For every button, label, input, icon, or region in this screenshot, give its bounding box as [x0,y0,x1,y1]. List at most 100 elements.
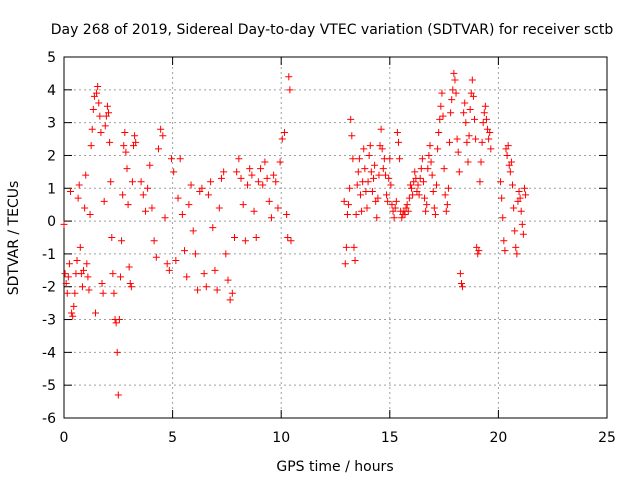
data-point [103,102,111,110]
data-point [272,178,280,186]
data-point [482,115,490,123]
chart-title: Day 268 of 2019, Sidereal Day-to-day VTE… [51,22,614,38]
y-tick-label: 2 [47,148,56,164]
data-point [174,194,182,202]
data-point [278,135,286,143]
data-point [383,191,391,199]
data-point [519,230,527,238]
data-point [95,99,103,107]
data-point [248,171,256,179]
data-point [509,181,517,189]
data-point [161,214,169,222]
data-point [98,279,106,287]
data-point [252,234,260,241]
data-point [127,283,135,291]
data-point [62,279,70,287]
data-point [118,237,126,245]
data-point [362,188,370,196]
data-point [181,247,189,255]
data-point [500,237,508,245]
data-point [501,247,509,255]
data-point [287,237,295,245]
grid-lines [64,57,607,418]
x-axis-label: GPS time / hours [276,459,393,475]
data-point [60,220,68,228]
x-tick-label: 25 [598,430,616,446]
data-point [152,253,160,261]
data-point [93,89,101,97]
data-point [139,191,147,199]
data-point [498,194,506,202]
data-point [241,237,249,245]
data-point [100,197,108,205]
data-point [406,181,414,189]
data-point [351,256,359,264]
data-point [486,128,494,136]
data-point [354,168,362,176]
data-point [465,132,473,140]
data-point [345,201,353,209]
data-point [75,181,83,189]
data-point [341,260,349,268]
data-point [96,112,104,120]
data-point [396,155,404,163]
data-point [385,174,393,182]
data-point [148,204,156,212]
data-point [436,115,444,123]
data-point [480,109,488,117]
data-point [343,211,351,219]
data-point [121,128,129,136]
data-point [107,178,115,186]
data-point [123,165,131,173]
data-point [280,128,288,136]
data-point [390,214,398,222]
data-point [451,76,459,84]
data-point [348,132,356,140]
data-point [89,106,97,114]
data-point [82,171,90,179]
data-point [416,174,424,182]
data-point [141,207,149,215]
data-point [101,122,109,130]
data-point [424,165,432,173]
data-point [76,243,84,251]
data-point [515,188,523,196]
data-point [91,309,99,317]
data-point [73,256,81,264]
data-point [211,266,219,274]
data-point [342,243,350,251]
y-tick-label: 3 [47,116,56,132]
data-point [200,270,208,278]
data-point [267,214,275,222]
data-point [122,148,130,156]
data-point [125,263,133,271]
data-point [350,243,358,251]
data-point [157,125,165,133]
data-point [421,194,429,202]
data-point [85,286,93,294]
data-point [518,220,526,228]
data-point [84,273,92,281]
data-point [270,171,278,179]
data-point [365,151,373,159]
data-point [170,168,178,176]
data-point [120,142,128,150]
data-point [207,178,215,186]
data-point [423,201,431,209]
data-point [418,155,426,163]
data-point [88,125,96,133]
data-point [220,168,228,176]
data-point [185,201,193,209]
data-point [438,89,446,97]
data-point [435,128,443,136]
data-point [442,207,450,215]
data-point [183,273,191,281]
data-point [422,207,430,215]
data-point [222,250,230,258]
data-point [468,76,476,84]
data-point [360,145,368,153]
data-point [373,214,381,222]
data-point [425,151,433,159]
data-point [520,184,528,192]
data-point [449,86,457,94]
